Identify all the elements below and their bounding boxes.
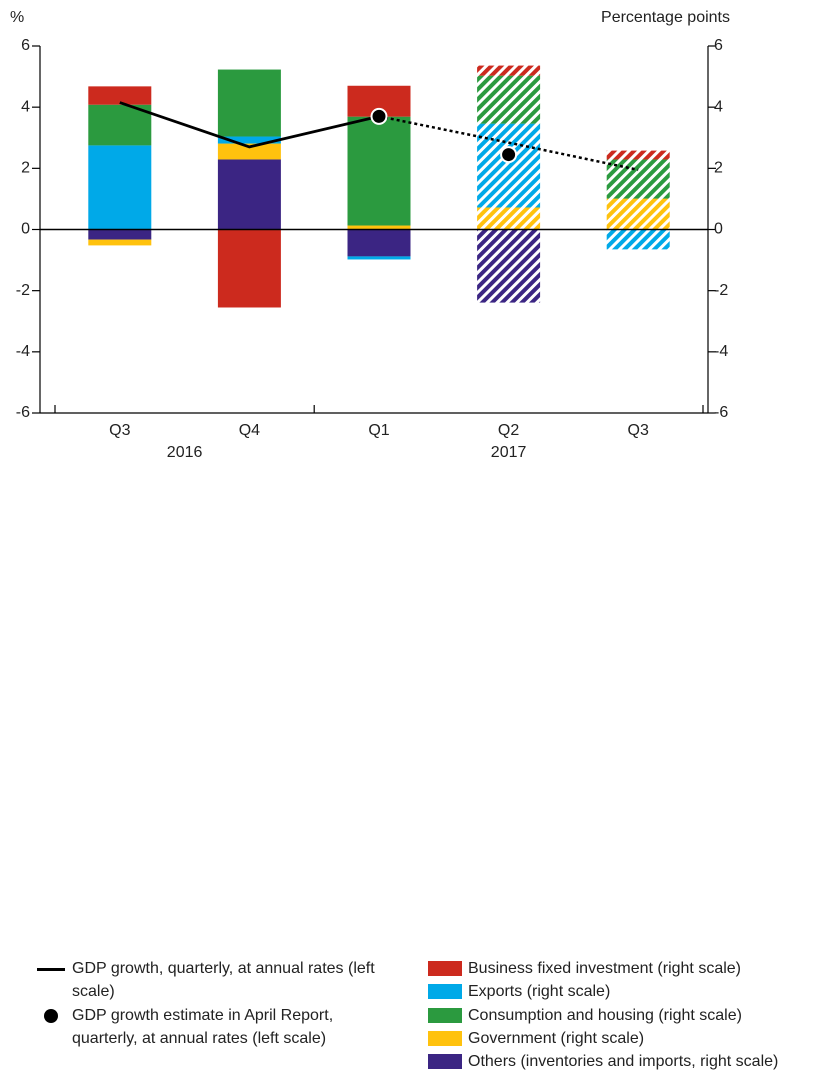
legend-item: Others (inventories and imports, right s… xyxy=(428,1050,840,1073)
y-tick-label: 0 xyxy=(21,221,30,238)
legend-point-icon xyxy=(44,1009,58,1023)
y2-tick-label: 4 xyxy=(714,98,723,115)
bar-segment xyxy=(606,229,670,250)
y2-tick-label: 2 xyxy=(714,160,723,177)
bar-segment xyxy=(217,159,281,230)
bar-segment xyxy=(477,65,541,76)
legend-swatch xyxy=(428,961,462,976)
legend-label: GDP growth estimate in April Report, qua… xyxy=(72,1007,334,1047)
x-tick-label: Q3 xyxy=(628,422,649,439)
legend-line: GDP growth, quarterly, at annual rates (… xyxy=(37,957,397,1003)
bar-segment xyxy=(606,198,670,230)
year-label: 2016 xyxy=(167,444,203,461)
bar-segment xyxy=(606,150,670,160)
estimate-point xyxy=(370,107,388,125)
legend-item: Government (right scale) xyxy=(428,1027,840,1050)
bar-segment xyxy=(217,143,281,160)
legend-label: Business fixed investment (right scale) xyxy=(468,960,741,977)
y-tick-label: -4 xyxy=(16,343,30,360)
legend-item: Exports (right scale) xyxy=(428,980,840,1003)
legend-line-icon xyxy=(37,968,65,971)
y-axis-label: % xyxy=(10,9,24,26)
bar-segment xyxy=(88,239,152,246)
legend-swatch xyxy=(428,984,462,1000)
y2-tick-label: 6 xyxy=(714,37,723,54)
year-label: 2017 xyxy=(491,444,527,461)
legend-item: Business fixed investment (right scale) xyxy=(428,957,840,980)
y2-tick-label: 0 xyxy=(714,221,723,238)
y-tick-label: 6 xyxy=(21,37,30,54)
legend-swatch xyxy=(428,1007,462,1023)
legend-label: Exports (right scale) xyxy=(468,983,611,1001)
legend-label: Government (right scale) xyxy=(468,1029,645,1047)
gdp-line-dashed xyxy=(378,115,639,172)
bar-segment xyxy=(477,123,541,208)
legend-label: Consumption and housing (right scale) xyxy=(468,1006,742,1024)
y2-tick-label: -4 xyxy=(714,343,728,360)
bar-segment xyxy=(217,136,281,144)
bar-segment xyxy=(606,159,670,199)
y-tick-label: 2 xyxy=(21,160,30,177)
bar-segment xyxy=(88,145,152,230)
x-tick-label: Q1 xyxy=(368,422,389,439)
legend-item: Consumption and housing (right scale) xyxy=(428,1004,840,1027)
legend-label: GDP growth, quarterly, at annual rates (… xyxy=(72,960,375,1000)
x-tick-label: Q2 xyxy=(498,422,519,439)
bar-segment xyxy=(88,229,152,240)
legend-label: Others (inventories and imports, right s… xyxy=(468,1053,779,1071)
bar-segment xyxy=(347,229,411,257)
bar-segment xyxy=(347,256,411,260)
bar-segment xyxy=(217,69,281,137)
estimate-point xyxy=(500,146,518,164)
y-tick-label: 4 xyxy=(21,98,30,115)
bar-segment xyxy=(477,75,541,124)
x-tick-label: Q4 xyxy=(239,422,260,439)
bar-segment xyxy=(477,207,541,230)
x-tick-label: Q3 xyxy=(109,422,130,439)
bar-segment xyxy=(88,86,152,105)
bar-segment xyxy=(477,229,541,303)
bar-segment xyxy=(347,225,411,230)
y-tick-label: -6 xyxy=(16,404,30,421)
legend-point: GDP growth estimate in April Report, qua… xyxy=(44,1004,394,1050)
bar-segment xyxy=(88,104,152,146)
gdp-line xyxy=(119,101,380,149)
legend-swatch xyxy=(428,1030,462,1046)
bar-segment xyxy=(347,116,411,226)
page: % Percentage points -6 -4 -2 0 2 4 6 -6 -4 -2 0 2 4 6… xyxy=(10,9,778,1070)
y2-tick-label: -6 xyxy=(714,404,728,421)
y-tick-label: -2 xyxy=(16,282,30,299)
bar-segment xyxy=(217,229,281,308)
chart: % Percentage points -6 -4 -2 0 2 4 6 -6 -4 -2 0 2 4 6… xyxy=(10,9,730,461)
y2-tick-label: -2 xyxy=(714,282,728,299)
legend-swatch xyxy=(428,1054,462,1070)
y2-axis-label: Percentage points xyxy=(601,9,730,26)
